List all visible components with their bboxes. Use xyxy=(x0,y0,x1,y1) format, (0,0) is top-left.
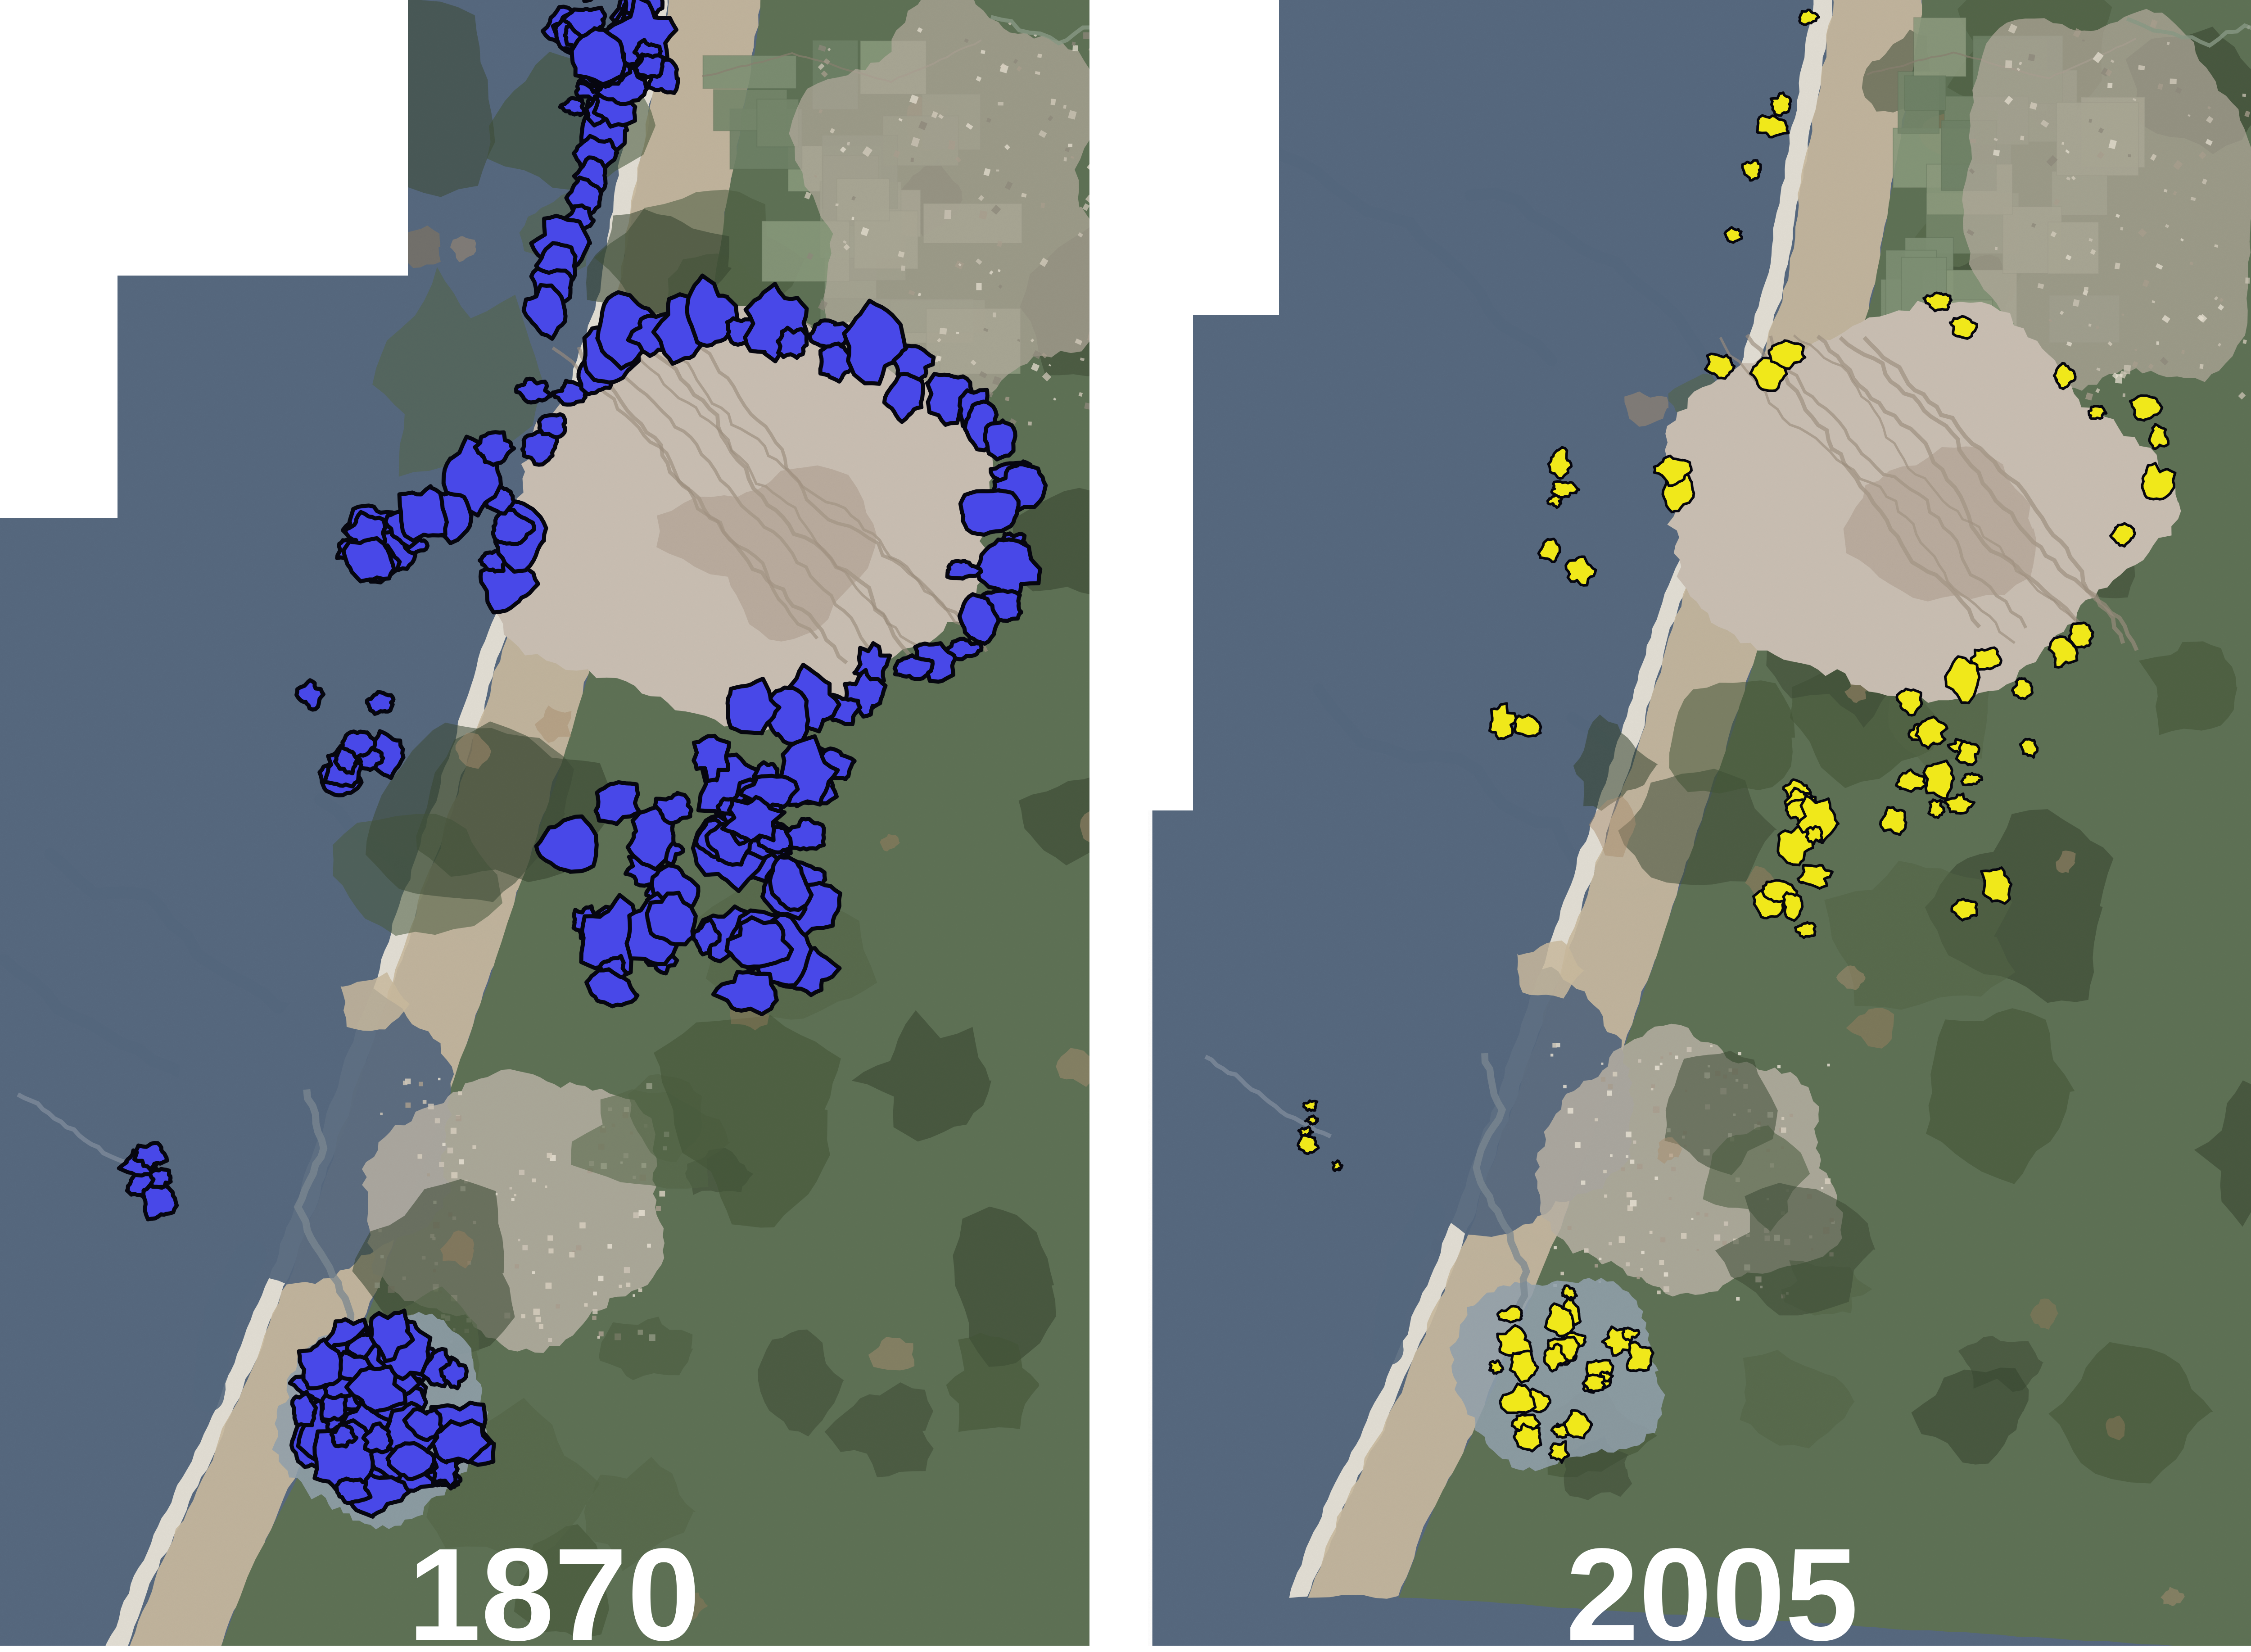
svg-text:1870: 1870 xyxy=(408,1521,701,1652)
svg-text:2005: 2005 xyxy=(1566,1521,1858,1652)
